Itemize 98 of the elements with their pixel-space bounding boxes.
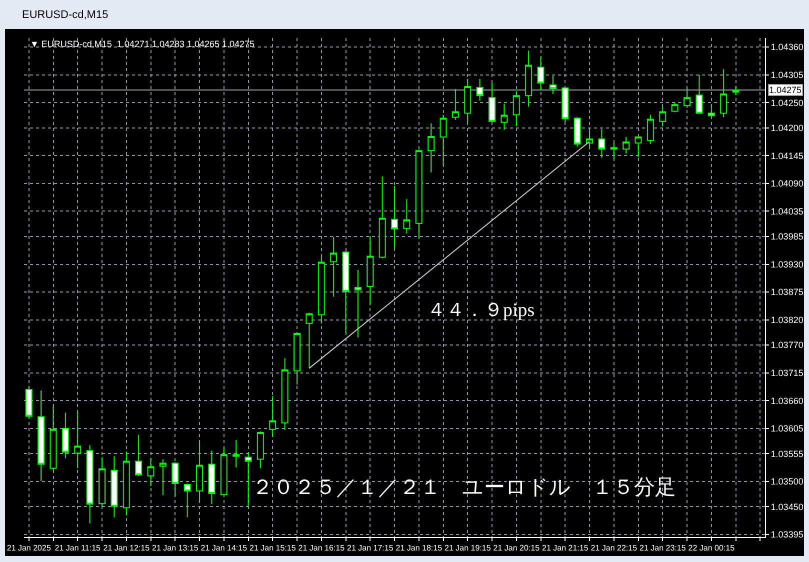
- y-tick-label: 1.03770: [770, 340, 804, 350]
- candlestick: [269, 396, 276, 438]
- x-tick-label: 21 Jan 18:15: [396, 544, 443, 553]
- candlestick: [696, 74, 703, 114]
- y-tick-label: 1.03715: [770, 368, 804, 378]
- candlestick: [440, 114, 447, 166]
- candlestick: [98, 456, 106, 507]
- y-tick-label: 1.04250: [770, 98, 804, 108]
- candlestick: [671, 102, 678, 113]
- candlestick: [403, 198, 410, 234]
- candlestick: [415, 149, 422, 238]
- y-tick-label: 1.03450: [770, 502, 804, 512]
- x-tick-label: 21 Jan 2025: [6, 544, 52, 553]
- candlestick: [622, 136, 630, 154]
- candlestick: [147, 458, 154, 486]
- annotation: ４４．９pips: [427, 300, 535, 321]
- candlestick: [232, 440, 240, 468]
- candlestick: [172, 462, 179, 498]
- candlestick: [720, 68, 728, 118]
- candlestick: [659, 106, 666, 127]
- x-tick-label: 21 Jan 22:15: [590, 544, 638, 553]
- candlestick: [464, 78, 472, 123]
- candlestick: [135, 434, 142, 476]
- candlestick: [74, 411, 82, 469]
- y-tick-label: 1.03820: [770, 314, 804, 325]
- candlestick: [488, 82, 496, 123]
- candlestick: [610, 142, 618, 160]
- annotation: ２０２５／１／２１ ユーロドル １５分足: [252, 475, 676, 499]
- candlestick: [391, 185, 398, 249]
- chart-title: EURUSD-cd,M15: [22, 8, 108, 21]
- candlestick: [732, 85, 740, 96]
- candlestick: [354, 269, 362, 338]
- y-tick-label: 1.03660: [770, 396, 804, 406]
- candlestick: [50, 406, 57, 471]
- y-tick-label: 1.04090: [770, 178, 804, 189]
- candlestick: [196, 442, 203, 502]
- y-tick-label: 1.04200: [770, 123, 804, 134]
- candlestick: [306, 312, 313, 369]
- y-tick-label: 1.03555: [770, 448, 804, 459]
- candlestick: [512, 91, 520, 127]
- candlestick: [708, 104, 715, 116]
- candlestick: [342, 250, 350, 334]
- candlestick: [476, 78, 484, 102]
- candlestick: [428, 122, 435, 173]
- x-tick-label: 21 Jan 16:15: [298, 544, 346, 553]
- x-tick-label: 21 Jan 17:15: [346, 544, 394, 553]
- candlestick: [86, 444, 94, 524]
- y-tick-label: 1.04360: [770, 42, 804, 52]
- candlestick: [294, 332, 300, 385]
- candlestick: [281, 358, 288, 430]
- candlestick: [184, 482, 191, 518]
- candlestick: [549, 75, 556, 95]
- candlestick: [378, 176, 386, 259]
- y-tick-label: 1.03985: [770, 232, 804, 242]
- candlestick: [646, 114, 654, 145]
- candlestick: [598, 128, 606, 158]
- candlestick: [122, 451, 130, 516]
- candlestick: [330, 236, 338, 298]
- candlestick: [38, 390, 45, 482]
- candlestick: [110, 456, 118, 518]
- candlestick: [318, 256, 325, 324]
- candlestick: [500, 103, 508, 130]
- x-tick-label: 21 Jan 19:15: [444, 544, 492, 553]
- candlestick: [366, 236, 374, 306]
- x-tick-label: 21 Jan 12:15: [103, 544, 150, 553]
- y-tick-label: 1.04035: [770, 206, 804, 216]
- chart-subtitle: ▼ EURUSD-cd,M15 1.04271 1.04283 1.04265 1.04275: [30, 39, 255, 49]
- candlestick: [25, 385, 32, 419]
- candlestick: [537, 56, 544, 92]
- ref-line-label: 1.04275: [769, 85, 802, 95]
- x-tick-label: 21 Jan 13:15: [152, 544, 199, 553]
- candlestick: [562, 86, 569, 123]
- candlestick: [525, 50, 532, 108]
- candlestick: [159, 458, 166, 496]
- x-tick-label: 21 Jan 11:15: [54, 544, 102, 553]
- y-tick-label: 1.03395: [770, 530, 804, 540]
- y-tick-label: 1.03605: [770, 424, 804, 434]
- candlestick: [684, 87, 690, 108]
- candlestick: [256, 430, 264, 469]
- x-tick-label: 21 Jan 20:15: [493, 544, 540, 553]
- y-tick-label: 1.03875: [770, 287, 804, 298]
- x-tick-label: 21 Jan 23:15: [639, 544, 686, 553]
- candlestick: [452, 88, 459, 120]
- y-tick-label: 1.03500: [770, 476, 804, 487]
- x-tick-label: 22 Jan 00:15: [688, 544, 736, 553]
- y-tick-label: 1.04145: [770, 150, 804, 161]
- candlestick: [586, 130, 593, 150]
- x-tick-label: 21 Jan 15:15: [249, 544, 296, 553]
- x-tick-label: 21 Jan 14:15: [200, 544, 248, 553]
- candlestick: [208, 450, 216, 505]
- candlestick: [220, 447, 228, 496]
- x-tick-label: 21 Jan 21:15: [542, 544, 589, 553]
- candlestick: [574, 116, 581, 148]
- y-tick-label: 1.03930: [770, 259, 804, 270]
- y-tick-label: 1.04305: [770, 70, 804, 80]
- candlestick: [634, 136, 642, 158]
- candlestick: [244, 452, 252, 507]
- candlestick: [62, 412, 69, 459]
